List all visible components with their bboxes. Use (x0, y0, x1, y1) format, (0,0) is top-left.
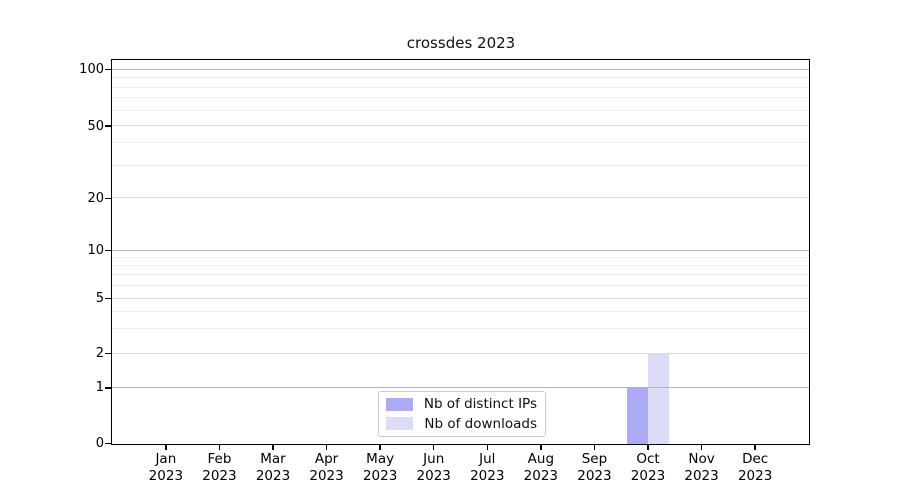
y-tick-label: 1 (95, 380, 104, 396)
y-tick-label: 20 (87, 190, 104, 206)
x-tick-label: Dec 2023 (720, 451, 790, 484)
x-tick-mark (486, 445, 488, 450)
gridline (112, 142, 809, 144)
gridline (112, 387, 809, 389)
y-tick-label: 2 (95, 346, 104, 362)
x-tick-label: Mar 2023 (238, 451, 308, 484)
gridline (112, 124, 809, 126)
x-tick-year: 2023 (309, 467, 344, 484)
x-tick-label: Sep 2023 (559, 451, 629, 484)
x-tick-year: 2023 (684, 467, 719, 484)
gridline (112, 165, 809, 167)
x-tick-year: 2023 (523, 467, 559, 484)
legend-label: Nb of downloads (424, 415, 537, 432)
gridline (112, 77, 809, 79)
x-tick-mark (379, 445, 381, 450)
x-tick-mark (325, 445, 328, 450)
chart-title: crossdes 2023 (406, 34, 516, 52)
y-tick-mark (104, 298, 112, 300)
gridline (112, 274, 809, 276)
x-tick-month: May (366, 451, 395, 467)
plot-area (111, 59, 810, 445)
x-tick-year: 2023 (470, 467, 505, 484)
gridline (112, 297, 809, 299)
x-tick-label: Jul 2023 (452, 451, 522, 484)
x-tick-month: Aug (527, 451, 555, 467)
x-tick-label: Feb 2023 (184, 451, 254, 484)
gridline (112, 328, 809, 330)
x-tick-month: Jun (423, 451, 445, 467)
x-tick-label: Aug 2023 (506, 451, 576, 484)
x-tick-label: May 2023 (345, 451, 415, 484)
x-tick-month: Feb (207, 451, 232, 467)
legend: Nb of distinct IPs Nb of downloads (378, 391, 546, 437)
y-tick-mark (104, 249, 112, 252)
x-tick-mark (647, 445, 649, 450)
x-tick-year: 2023 (630, 467, 666, 484)
x-tick-year: 2023 (202, 467, 237, 484)
x-tick-label: Jan 2023 (131, 451, 201, 484)
gridline (112, 86, 809, 88)
x-tick-mark (540, 445, 542, 450)
y-tick-label: 100 (79, 62, 104, 78)
x-tick-mark (433, 445, 435, 450)
x-tick-label: Apr 2023 (292, 451, 362, 484)
x-tick-mark (272, 445, 274, 450)
x-tick-month: Apr (314, 451, 339, 467)
gridline (112, 197, 809, 199)
x-tick-month: Jan (155, 451, 177, 467)
x-tick-month: Nov (688, 451, 715, 467)
y-tick-label: 50 (87, 118, 104, 134)
gridline (112, 110, 809, 112)
x-tick-label: Jun 2023 (399, 451, 469, 484)
gridline (112, 249, 809, 251)
x-tick-mark (593, 445, 596, 450)
x-tick-year: 2023 (148, 467, 184, 484)
gridline (112, 97, 809, 99)
y-tick-label: 0 (95, 436, 104, 452)
gridline (112, 68, 809, 70)
x-tick-month: Oct (636, 451, 660, 467)
x-tick-year: 2023 (362, 467, 398, 484)
x-tick-mark (165, 445, 167, 450)
x-tick-mark (754, 445, 756, 450)
x-tick-label: Nov 2023 (667, 451, 737, 484)
x-tick-mark (700, 445, 703, 450)
gridline (112, 311, 809, 313)
x-tick-label: Oct 2023 (613, 451, 683, 484)
x-tick-month: Jul (479, 451, 496, 467)
legend-swatch (386, 397, 413, 411)
bar (626, 388, 648, 444)
gridline (112, 285, 809, 287)
y-tick-mark (104, 387, 112, 389)
y-tick-mark (104, 197, 112, 199)
y-tick-mark (104, 69, 112, 71)
legend-label: Nb of distinct IPs (423, 396, 537, 413)
x-tick-year: 2023 (255, 467, 291, 484)
y-tick-label: 5 (95, 291, 104, 307)
x-tick-month: Dec (742, 451, 769, 467)
x-tick-month: Mar (260, 451, 286, 467)
y-tick-mark (104, 125, 112, 127)
y-tick-mark (104, 352, 112, 355)
x-tick-year: 2023 (737, 467, 773, 484)
x-tick-month: Sep (581, 451, 608, 467)
x-tick-year: 2023 (577, 467, 612, 484)
legend-row: Nb of downloads (386, 416, 537, 433)
gridline (112, 352, 809, 354)
y-tick-label: 10 (87, 243, 104, 258)
y-tick-mark (104, 443, 112, 445)
x-tick-mark (218, 445, 221, 450)
gridline (112, 265, 809, 267)
x-tick-year: 2023 (416, 467, 451, 484)
bar (647, 353, 669, 444)
gridline (112, 256, 809, 258)
legend-row: Nb of distinct IPs (386, 396, 537, 413)
legend-swatch (386, 417, 413, 431)
